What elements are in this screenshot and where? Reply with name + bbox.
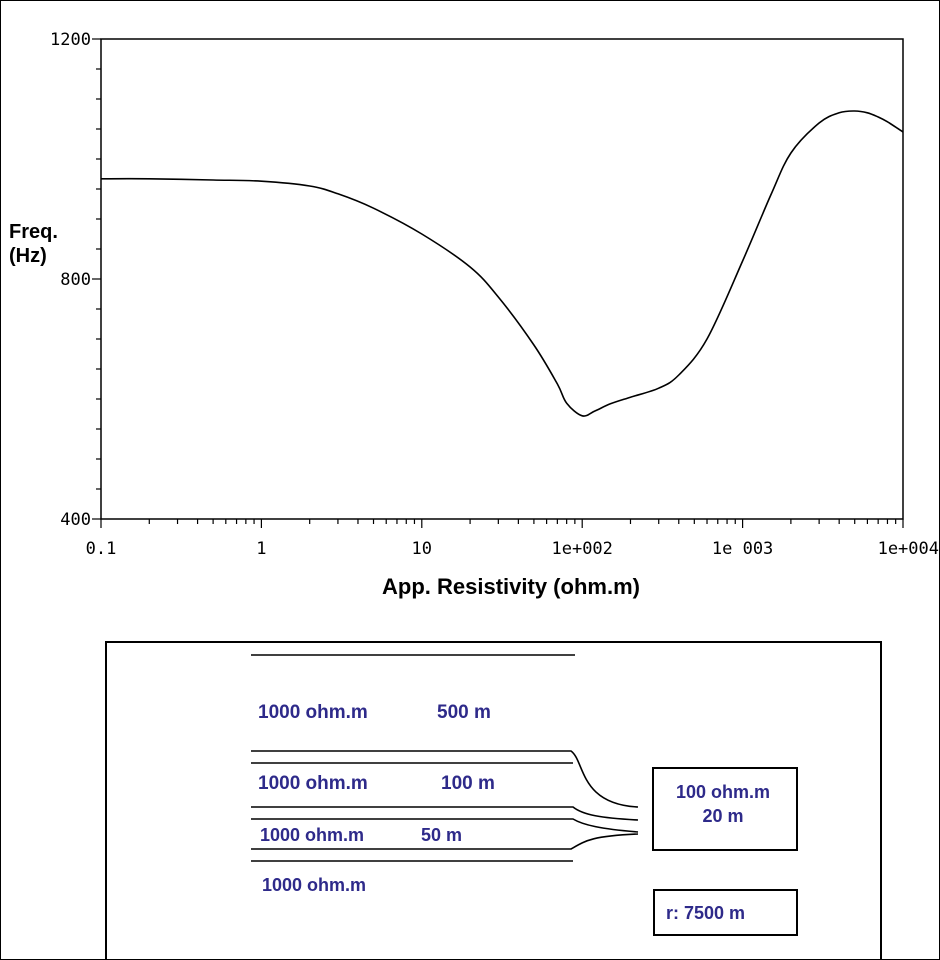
- layer4-resistivity: 1000 ohm.m: [262, 875, 366, 895]
- x-tick-label: 1e+002: [551, 539, 612, 559]
- distance-label: r: 7500 m: [666, 903, 745, 923]
- x-axis-label: App. Resistivity (ohm.m): [382, 574, 640, 599]
- target-resistivity: 100 ohm.m: [676, 782, 770, 802]
- layer2-thickness: 100 m: [441, 773, 495, 794]
- y-axis-label-line1: Freq.: [9, 221, 58, 243]
- series-line: [100, 110, 904, 417]
- layer1-resistivity: 1000 ohm.m: [258, 702, 368, 723]
- plot-frame: [100, 38, 904, 520]
- distance-box: [653, 889, 798, 936]
- target-box: [652, 767, 798, 851]
- layer1-thickness: 500 m: [437, 702, 491, 723]
- x-tick-label: 0.1: [86, 539, 117, 559]
- y-tick-label: 800: [60, 270, 91, 290]
- y-axis-label-line2: (Hz): [9, 245, 47, 267]
- interface-line-3: [251, 806, 639, 821]
- x-axis-ticks: 0.1 1 10 1e+002 1e 003 1e+004: [86, 519, 939, 559]
- y-tick-label: 400: [60, 510, 91, 530]
- x-tick-label: 1e+004: [878, 539, 939, 559]
- layer2-resistivity: 1000 ohm.m: [258, 773, 368, 794]
- plot-area: 0.1 1 10 1e+002 1e 003 1e+004 400 800 1200: [50, 30, 939, 559]
- model-diagram: 1000 ohm.m 500 m 1000 ohm.m 100 m 1000 o…: [105, 641, 882, 959]
- x-tick-label: 1e 003: [712, 539, 773, 559]
- target-thickness: 20 m: [702, 806, 743, 826]
- interface-line-5: [251, 833, 639, 850]
- model-frame: [105, 641, 882, 959]
- x-tick-label: 1: [256, 539, 266, 559]
- y-tick-label: 1200: [50, 30, 91, 50]
- x-tick-label: 10: [412, 539, 432, 559]
- interface-line-1: [251, 750, 639, 808]
- layer3-resistivity: 1000 ohm.m: [260, 825, 364, 845]
- y-axis-ticks: 400 800 1200: [50, 30, 101, 530]
- layer3-thickness: 50 m: [421, 825, 462, 845]
- interface-line-4: [251, 818, 639, 833]
